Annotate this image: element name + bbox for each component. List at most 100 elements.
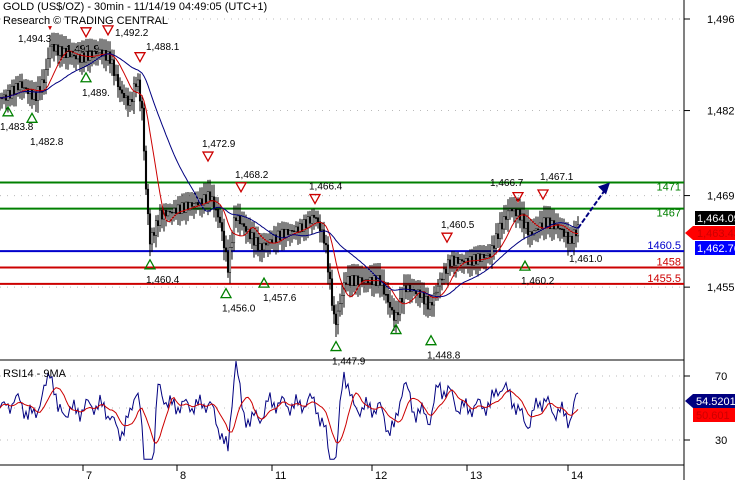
- candle-body: [398, 298, 402, 316]
- candle-body: [216, 209, 220, 218]
- candle-body: [90, 50, 94, 58]
- candle-body: [562, 228, 566, 237]
- candle-body: [284, 229, 288, 239]
- candle-body: [220, 222, 224, 232]
- candle-body: [30, 89, 34, 100]
- rsi-tag: [685, 394, 735, 408]
- support-marker-icon: [424, 334, 438, 346]
- candle-body: [230, 242, 234, 248]
- candle-body: [388, 301, 392, 308]
- candle-body: [22, 87, 26, 89]
- candle-body: [118, 86, 122, 91]
- candle-body: [522, 213, 526, 229]
- candle-body: [396, 312, 400, 316]
- candle-body: [52, 44, 56, 52]
- candle-body: [144, 150, 148, 190]
- marker-label: 1,448.8: [427, 351, 461, 362]
- chart-title: GOLD (US$/OZ) - 30min - 11/14/19 04:49:0…: [3, 1, 268, 13]
- price-tag: [685, 226, 735, 240]
- marker-label: 1,457.6: [263, 293, 297, 304]
- candle-body: [352, 275, 356, 286]
- candle-body: [532, 230, 536, 236]
- candle-body: [502, 216, 506, 230]
- support-marker-icon: [79, 71, 93, 83]
- candle-body: [536, 228, 540, 231]
- candle-body: [138, 79, 142, 102]
- marker-label: 1,492.2: [115, 28, 149, 39]
- candle-body: [448, 259, 452, 267]
- chart-subtitle: Research © TRADING CENTRAL: [3, 15, 168, 27]
- marker-label: 1,489.: [82, 88, 110, 99]
- candle-body: [568, 235, 572, 244]
- candle-body: [78, 54, 82, 63]
- candle-body: [178, 204, 182, 214]
- candle-body: [482, 254, 486, 259]
- rsi-y-tick-label: 70: [715, 371, 727, 383]
- candle-body: [14, 83, 18, 95]
- candle-body: [192, 203, 196, 207]
- candle-body: [226, 251, 230, 273]
- candle-body: [60, 46, 64, 58]
- candle-body: [542, 217, 546, 229]
- x-tick-label: 13: [470, 470, 482, 480]
- candle-body: [286, 229, 290, 235]
- candle-body: [184, 201, 188, 213]
- forecast-arrowhead-icon: [598, 182, 610, 195]
- candle-body: [74, 55, 78, 60]
- y-tick-label: 1,455: [707, 282, 735, 294]
- candle-body: [170, 211, 174, 214]
- candle-body: [444, 268, 448, 274]
- candle-body: [208, 191, 212, 201]
- candle-body: [462, 260, 466, 263]
- marker-label: 1,456.0: [222, 304, 256, 315]
- candle-body: [514, 208, 518, 217]
- candle-body: [228, 247, 232, 273]
- candle-body: [508, 208, 512, 212]
- candle-body: [56, 44, 60, 56]
- candle-body: [236, 215, 240, 221]
- resistance-marker-icon: [536, 189, 550, 201]
- candle-body: [166, 210, 170, 217]
- candle-body: [576, 224, 580, 237]
- candle-body: [44, 69, 48, 84]
- marker-label: 1,467.1: [540, 172, 574, 183]
- resistance-marker-icon: [234, 182, 248, 194]
- price-tag-label: 1,462.76: [697, 243, 735, 255]
- candle-body: [484, 255, 488, 259]
- y-tick-label: 1,482: [707, 106, 735, 118]
- candle-body: [422, 291, 426, 305]
- candle-body: [150, 232, 154, 245]
- candle-body: [58, 46, 62, 56]
- resistance-marker-icon: [308, 193, 322, 205]
- candle-body: [256, 237, 260, 251]
- candle-body: [408, 284, 412, 292]
- candle-body: [278, 230, 282, 241]
- candle-body: [174, 207, 178, 214]
- candle-body: [478, 253, 482, 262]
- resistance-marker-icon: [79, 27, 93, 39]
- candle-body: [164, 209, 168, 217]
- candle-body: [46, 58, 50, 70]
- marker-label: 1,472.9: [202, 139, 236, 150]
- candle-body: [488, 253, 492, 258]
- candle-body: [106, 51, 110, 61]
- candle-body: [16, 83, 20, 91]
- candle-body: [490, 245, 494, 258]
- candle-body: [496, 233, 500, 239]
- price-tag-label: 1,463.43: [697, 228, 735, 240]
- candle-body: [258, 243, 262, 251]
- price-tag: [695, 241, 735, 255]
- candle-body: [140, 100, 144, 109]
- candle-body: [506, 210, 510, 220]
- candle-body: [134, 83, 138, 87]
- candle-body: [392, 309, 396, 321]
- support-marker-icon: [25, 111, 39, 123]
- marker-label: 1,460.4: [146, 275, 180, 286]
- candle-body: [336, 310, 340, 325]
- marker-label: 1,466.7: [490, 178, 524, 189]
- candle-body: [442, 268, 446, 280]
- candle-body: [494, 233, 498, 249]
- candle-body: [560, 228, 564, 231]
- candle-body: [366, 279, 370, 283]
